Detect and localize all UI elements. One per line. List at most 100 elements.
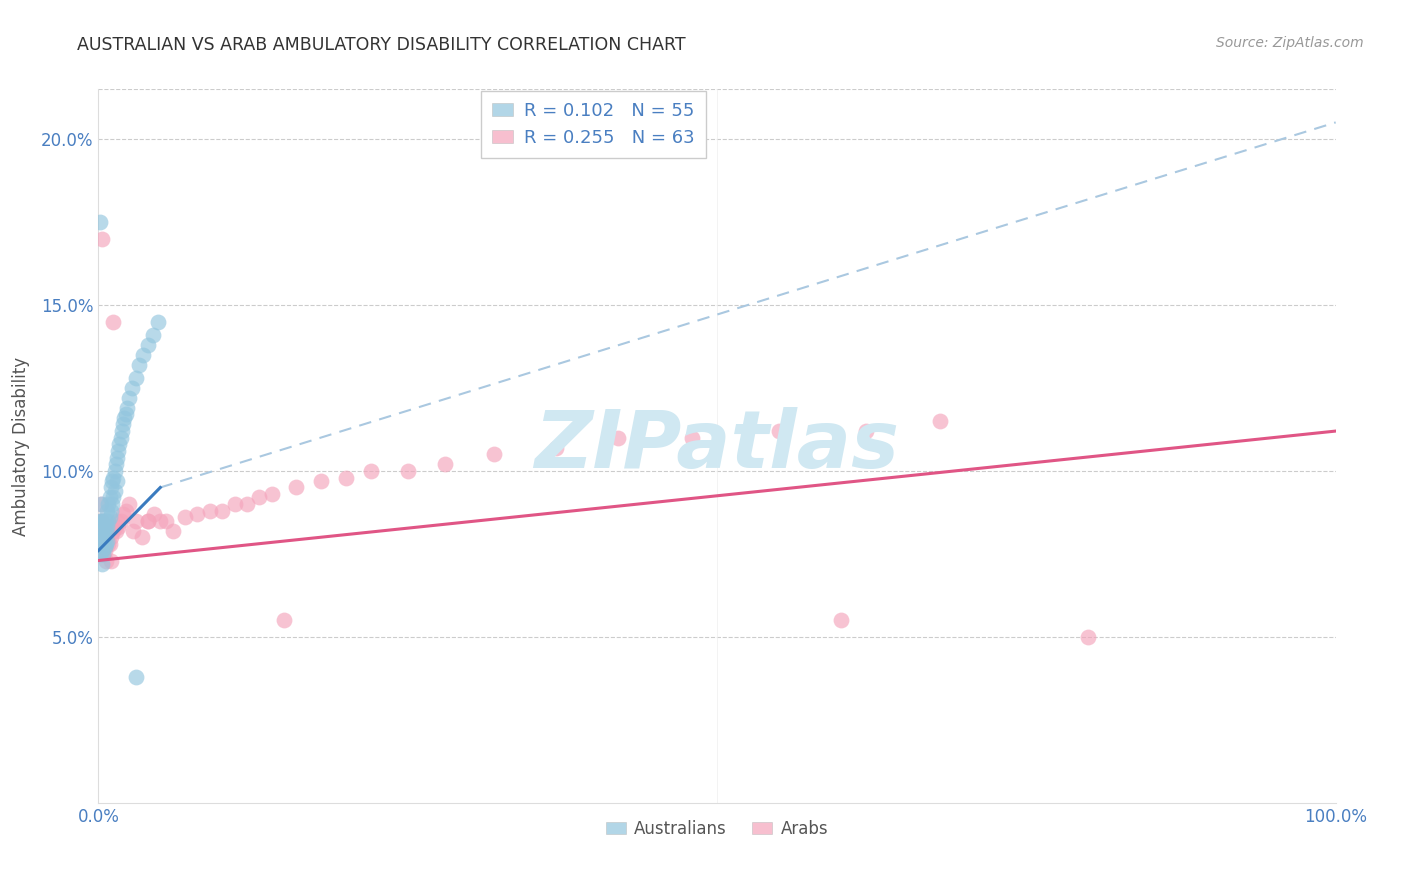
Point [108, 437, 131, 451]
Point [89, 514, 111, 528]
Point [100, 481, 122, 495]
Point [94, 530, 117, 544]
Point [114, 408, 136, 422]
Point [107, 444, 129, 458]
Point [89, 530, 111, 544]
Point [309, 474, 332, 488]
Point [273, 613, 295, 627]
Point [105, 474, 128, 488]
Point [93, 530, 115, 544]
Point [136, 338, 159, 352]
Point [91, 543, 114, 558]
Point [93, 540, 115, 554]
Point [115, 401, 138, 415]
Point [89, 514, 111, 528]
Point [91, 514, 114, 528]
Point [103, 491, 125, 505]
Point [103, 470, 125, 484]
Point [93, 524, 115, 538]
Point [103, 314, 125, 328]
Point [830, 613, 852, 627]
Point [93, 514, 115, 528]
Point [112, 417, 135, 432]
Point [928, 414, 950, 428]
Point [136, 514, 159, 528]
Point [93, 524, 115, 538]
Point [93, 543, 115, 558]
Point [768, 424, 790, 438]
Point [105, 450, 128, 465]
Point [607, 431, 630, 445]
Point [90, 497, 112, 511]
Point [174, 510, 197, 524]
Point [285, 481, 308, 495]
Point [260, 487, 283, 501]
Point [546, 441, 568, 455]
Point [91, 524, 114, 538]
Point [90, 514, 112, 528]
Point [96, 520, 118, 534]
Point [198, 504, 221, 518]
Point [103, 483, 125, 498]
Point [90, 497, 112, 511]
Point [100, 553, 122, 567]
Point [1077, 630, 1099, 644]
Point [855, 424, 877, 438]
Point [162, 524, 184, 538]
Point [91, 557, 114, 571]
Point [114, 504, 136, 518]
Point [90, 524, 112, 538]
Point [396, 464, 419, 478]
Point [94, 553, 117, 567]
Point [146, 314, 169, 328]
Point [89, 547, 111, 561]
Point [93, 530, 115, 544]
Point [112, 507, 135, 521]
Point [94, 514, 117, 528]
Point [155, 514, 177, 528]
Point [97, 497, 120, 511]
Point [93, 547, 115, 561]
Point [98, 491, 121, 505]
Point [93, 520, 115, 534]
Point [100, 530, 122, 544]
Point [107, 520, 129, 534]
Point [104, 524, 127, 538]
Point [132, 348, 155, 362]
Point [681, 431, 703, 445]
Point [93, 547, 115, 561]
Point [103, 524, 125, 538]
Legend: Australians, Arabs: Australians, Arabs [599, 814, 835, 845]
Point [142, 327, 165, 342]
Text: AUSTRALIAN VS ARAB AMBULATORY DISABILITY CORRELATION CHART: AUSTRALIAN VS ARAB AMBULATORY DISABILITY… [77, 36, 686, 54]
Point [96, 504, 118, 518]
Point [103, 464, 125, 478]
Point [131, 530, 153, 544]
Point [111, 424, 134, 438]
Point [93, 514, 115, 528]
Point [90, 537, 112, 551]
Point [94, 537, 117, 551]
Point [360, 464, 382, 478]
Point [149, 514, 172, 528]
Point [96, 533, 118, 548]
Point [128, 358, 150, 372]
Point [186, 507, 208, 521]
Point [91, 537, 114, 551]
Point [89, 547, 111, 561]
Point [124, 514, 146, 528]
Point [96, 530, 118, 544]
Point [118, 497, 141, 511]
Point [124, 670, 146, 684]
Point [90, 543, 112, 558]
Point [224, 497, 246, 511]
Point [101, 497, 124, 511]
Point [335, 470, 357, 484]
Point [136, 514, 159, 528]
Point [101, 474, 124, 488]
Point [103, 520, 125, 534]
Point [118, 391, 141, 405]
Point [110, 514, 132, 528]
Point [98, 510, 121, 524]
Point [110, 431, 132, 445]
